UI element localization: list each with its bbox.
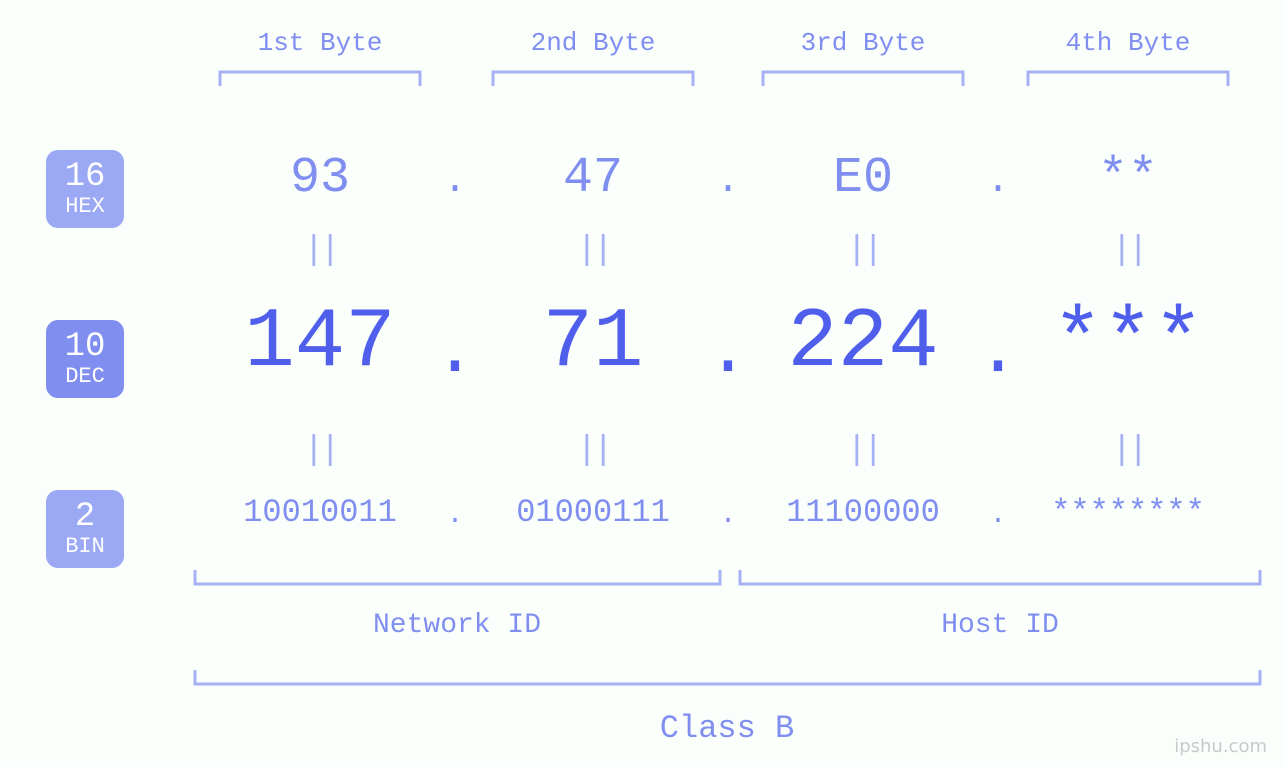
dec-dot-3: . — [976, 311, 1019, 393]
eq-top-4: || — [1112, 232, 1145, 270]
hex-byte-2: 47 — [563, 150, 623, 207]
dec-byte-1: 147 — [244, 296, 395, 391]
bin-byte-3: 11100000 — [786, 494, 940, 531]
eq-bot-2: || — [577, 432, 610, 470]
badge-dec-txt: DEC — [65, 365, 105, 388]
eq-top-2: || — [577, 232, 610, 270]
bin-byte-2: 01000111 — [516, 494, 670, 531]
byte-bracket-3 — [763, 72, 963, 94]
badge-bin-num: 2 — [75, 500, 95, 536]
host-bracket — [740, 570, 1260, 592]
eq-top-3: || — [847, 232, 880, 270]
eq-bot-3: || — [847, 432, 880, 470]
dec-byte-3: 224 — [787, 296, 938, 391]
byte-label-3: 3rd Byte — [801, 28, 926, 58]
dec-byte-2: 71 — [543, 296, 644, 391]
dec-dot-1: . — [433, 311, 476, 393]
hex-byte-1: 93 — [290, 150, 350, 207]
badge-bin: 2BIN — [46, 490, 124, 568]
bin-dot-3: . — [990, 500, 1007, 531]
hex-byte-3: E0 — [833, 150, 893, 207]
bin-byte-4: ******** — [1051, 494, 1205, 531]
class-label: Class B — [660, 710, 794, 747]
byte-label-1: 1st Byte — [258, 28, 383, 58]
eq-bot-1: || — [304, 432, 337, 470]
byte-label-2: 2nd Byte — [531, 28, 656, 58]
network-bracket — [195, 570, 720, 592]
dec-dot-2: . — [706, 311, 749, 393]
byte-bracket-1 — [220, 72, 420, 94]
network-id-label: Network ID — [373, 610, 541, 641]
badge-hex-txt: HEX — [65, 195, 105, 218]
bin-dot-2: . — [720, 500, 737, 531]
dec-byte-4: *** — [1052, 296, 1203, 391]
bin-byte-1: 10010011 — [243, 494, 397, 531]
badge-dec-num: 10 — [65, 330, 106, 366]
byte-bracket-2 — [493, 72, 693, 94]
hex-byte-4: ** — [1098, 150, 1158, 207]
badge-hex: 16HEX — [46, 150, 124, 228]
eq-top-1: || — [304, 232, 337, 270]
eq-bot-4: || — [1112, 432, 1145, 470]
class-bracket — [195, 670, 1260, 692]
hex-dot-1: . — [443, 159, 467, 204]
watermark: ipshu.com — [1174, 736, 1267, 757]
badge-dec: 10DEC — [46, 320, 124, 398]
byte-bracket-4 — [1028, 72, 1228, 94]
badge-hex-num: 16 — [65, 160, 106, 196]
hex-dot-3: . — [986, 159, 1010, 204]
badge-bin-txt: BIN — [65, 535, 105, 558]
bin-dot-1: . — [447, 500, 464, 531]
host-id-label: Host ID — [941, 610, 1059, 641]
hex-dot-2: . — [716, 159, 740, 204]
byte-label-4: 4th Byte — [1066, 28, 1191, 58]
